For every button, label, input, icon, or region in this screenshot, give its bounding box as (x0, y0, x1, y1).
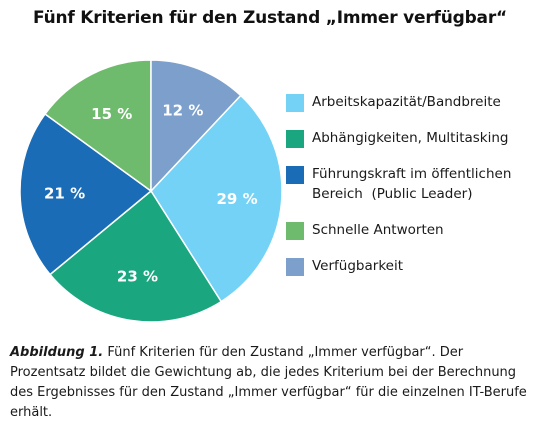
figure-caption: Abbildung 1. Fünf Kriterien für den Zust… (10, 343, 532, 423)
pie-label-schnelle-antworten: 15 % (91, 105, 132, 123)
pie-slices (19, 59, 283, 323)
legend-label: Arbeitskapazität/Bandbreite (312, 94, 501, 110)
pie-slice-abhaengigkeiten (49, 189, 223, 323)
pie-label-verfuegbarkeit: 12 % (162, 102, 203, 120)
pie-label-fuehrungskraft: 21 % (44, 185, 85, 203)
pie-label-arbeitskapazitaet: 29 % (217, 190, 258, 208)
pie-slice-schnelle-antworten (43, 59, 152, 193)
legend-label-line-2: Bereich (Public Leader) (312, 186, 473, 202)
legend-swatch (286, 94, 304, 112)
legend-item-fuehrungskraft: Führungskraft im öffentlichen Bereich (P… (286, 164, 536, 204)
legend-item-abhaengigkeiten: Abhängigkeiten, Multitasking (286, 128, 536, 148)
legend-item-verfuegbarkeit: Verfügbarkeit (286, 256, 536, 276)
legend-item-arbeitskapazitaet: Arbeitskapazität/Bandbreite (286, 92, 536, 112)
legend-swatch (286, 258, 304, 276)
legend-label: Abhängigkeiten, Multitasking (312, 130, 509, 146)
pie-label-abhaengigkeiten: 23 % (117, 267, 158, 285)
pie-labels: 29 % 23 % 21 % 15 % 12 % (44, 102, 258, 286)
chart-title: Fünf Kriterien für den Zustand „Immer ve… (33, 8, 507, 28)
pie-chart: 29 % 23 % 21 % 15 % 12 % (19, 59, 283, 323)
figure-label: Abbildung 1. (10, 345, 104, 360)
legend-label-line-1: Führungskraft im öffentlichen (312, 166, 512, 182)
caption-text: Fünf Kriterien für den Zustand „Immer ve… (10, 345, 527, 420)
pie-slice-fuehrungskraft (19, 112, 153, 276)
legend-label: Schnelle Antworten (312, 222, 444, 238)
legend-swatch (286, 166, 304, 184)
pie-slice-arbeitskapazitaet (150, 94, 283, 303)
legend-swatch (286, 222, 304, 240)
legend-item-schnelle-antworten: Schnelle Antworten (286, 220, 536, 240)
pie-slice-verfuegbarkeit (150, 59, 242, 193)
legend-label: Verfügbarkeit (312, 258, 403, 274)
legend-swatch (286, 130, 304, 148)
legend: Arbeitskapazität/Bandbreite Abhängigkeit… (286, 92, 536, 276)
